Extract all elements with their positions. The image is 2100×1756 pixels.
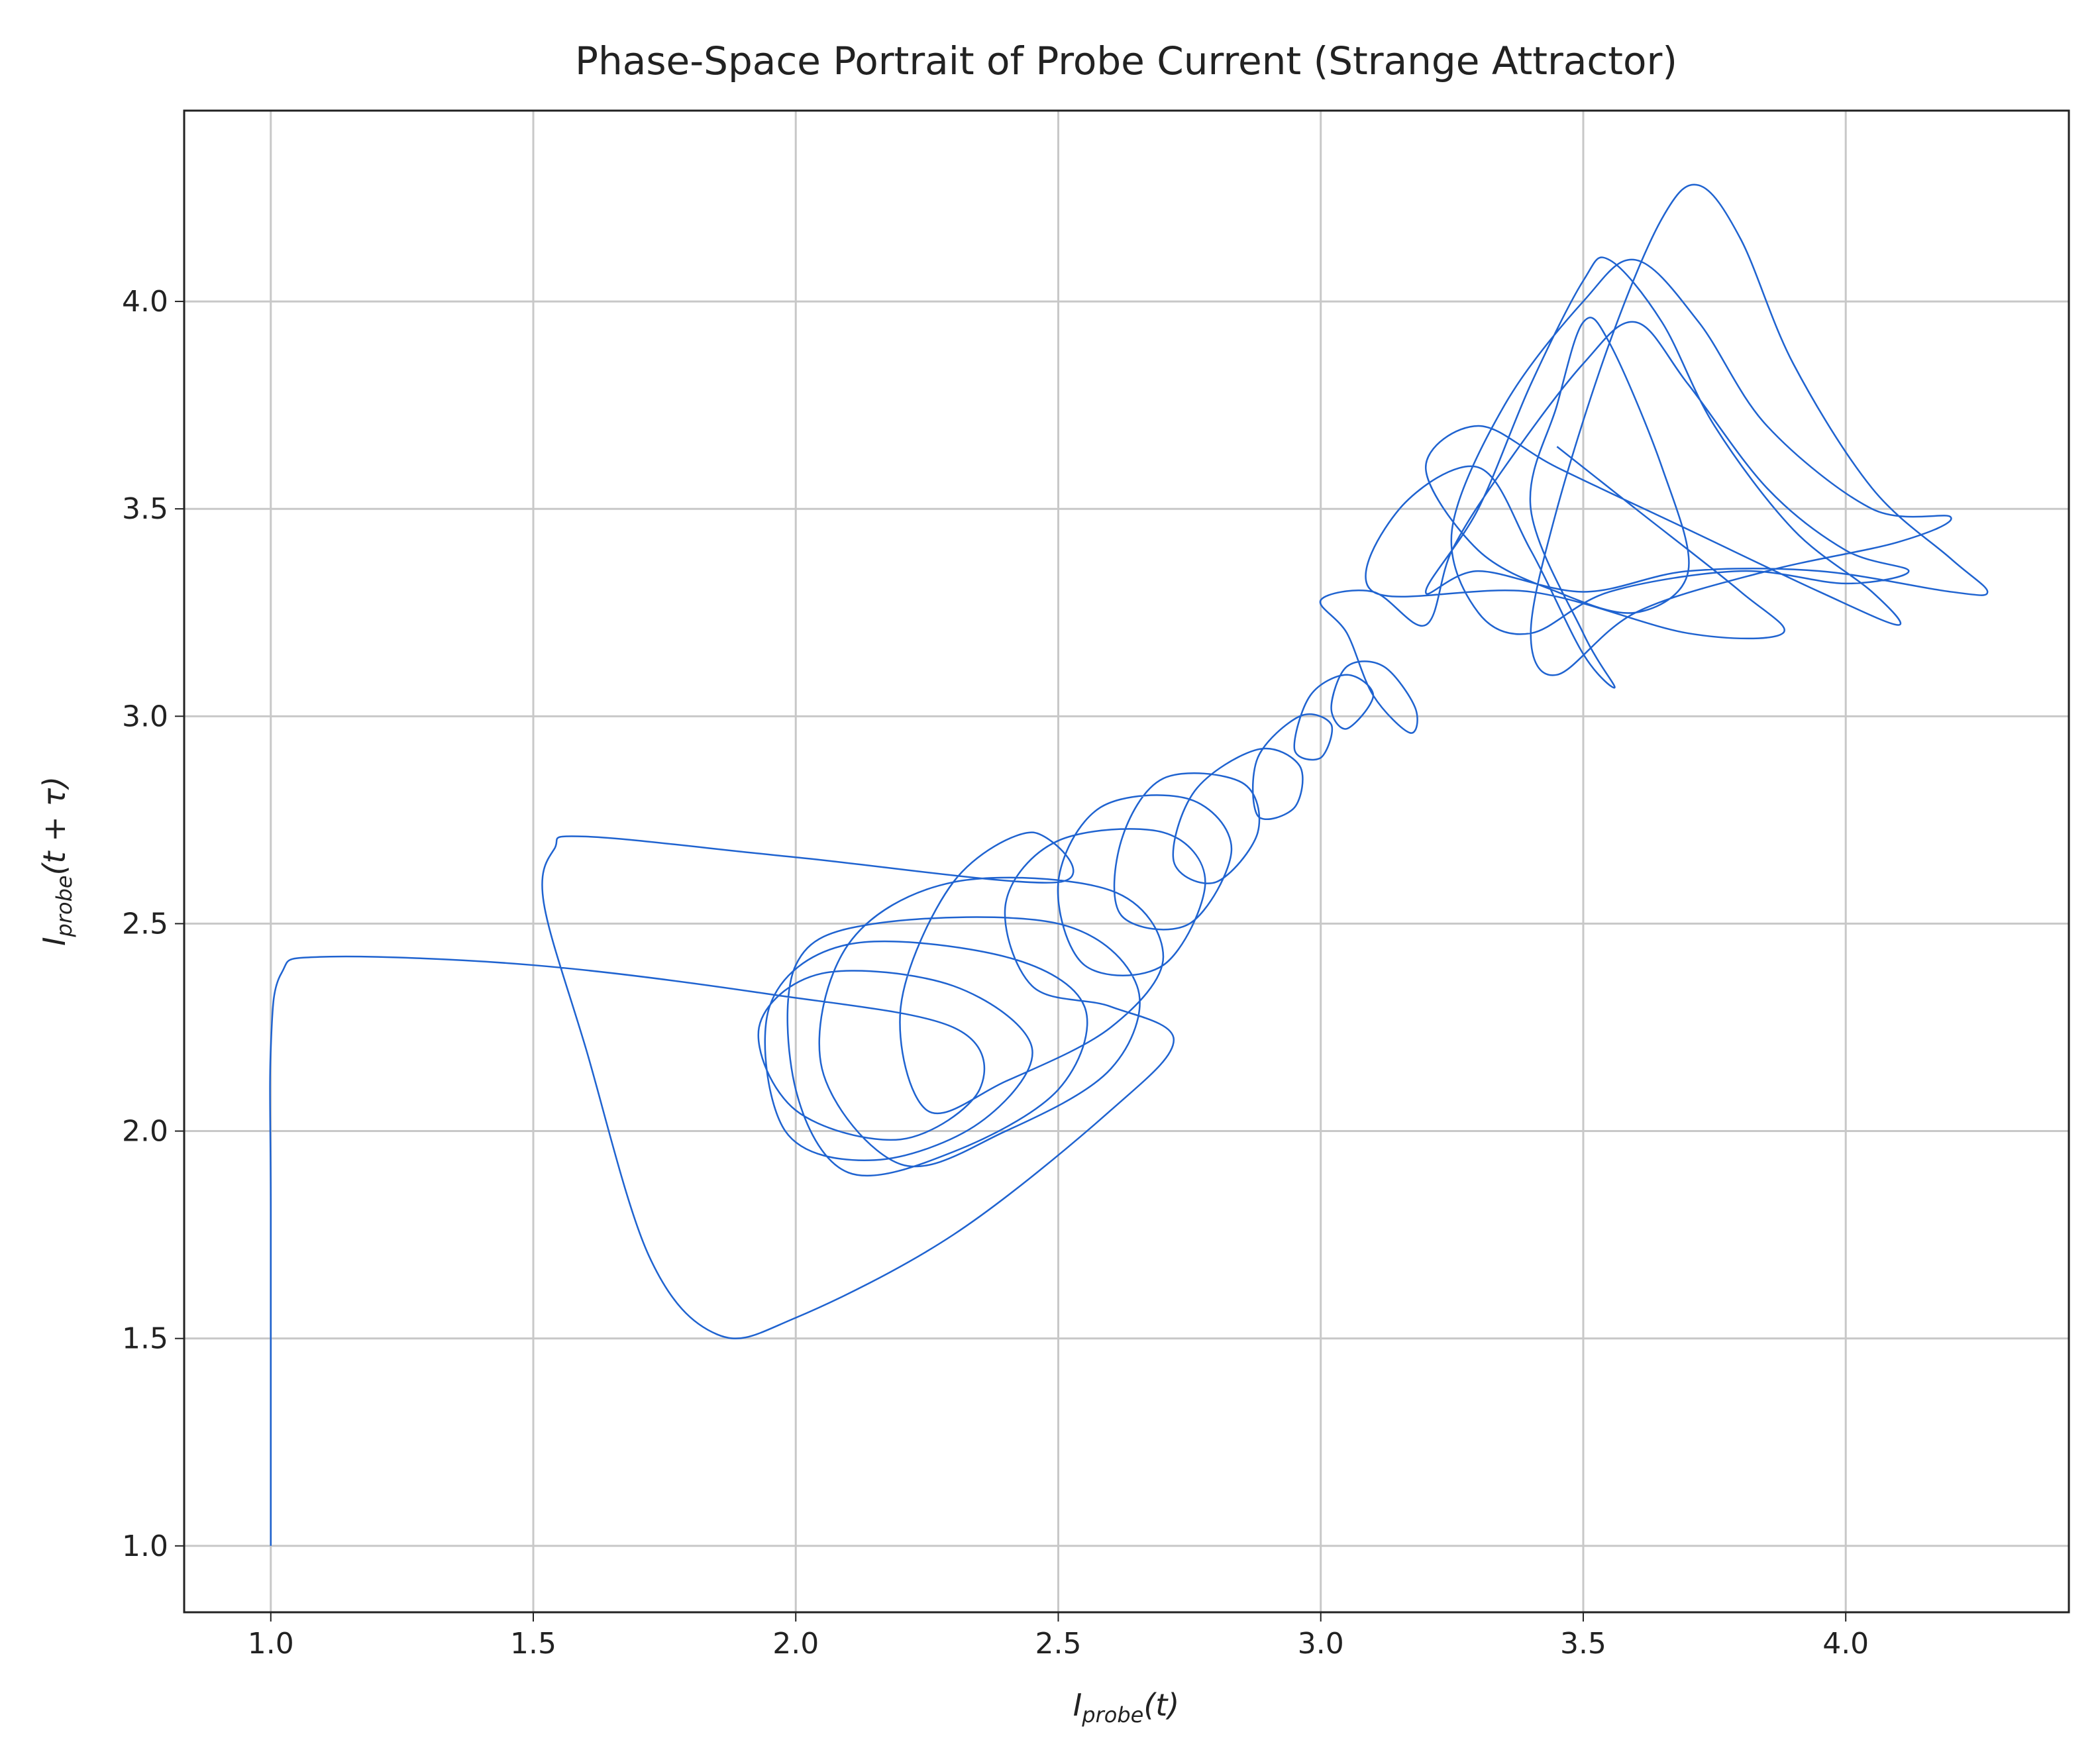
y-tick-label: 1.5 xyxy=(122,1322,168,1356)
x-tick-label: 1.0 xyxy=(248,1627,294,1661)
chart-title: Phase-Space Portrait of Probe Current (S… xyxy=(575,38,1677,83)
y-label-symbol: I xyxy=(36,937,72,946)
x-label-argument: (t) xyxy=(1143,1687,1179,1723)
x-label-subscript: probe xyxy=(1081,1702,1143,1728)
x-axis-label: Iprobe(t) xyxy=(1073,1687,1180,1728)
x-tick-label: 2.0 xyxy=(772,1627,819,1661)
y-axis-label: Iprobe(t + τ) xyxy=(36,776,77,946)
y-tick-label: 3.5 xyxy=(122,492,168,526)
trajectory-line xyxy=(269,183,1989,1546)
y-label-argument: (t + τ) xyxy=(36,776,72,875)
y-tick-label: 2.0 xyxy=(122,1115,168,1149)
x-tick-label: 1.5 xyxy=(510,1627,556,1661)
plot-frame xyxy=(183,109,2070,1614)
y-tick-label: 1.0 xyxy=(122,1529,168,1563)
x-tick-label: 3.0 xyxy=(1298,1627,1344,1661)
x-tick-label: 2.5 xyxy=(1035,1627,1081,1661)
y-label-subscript: probe xyxy=(52,875,77,937)
x-label-symbol: I xyxy=(1073,1687,1082,1723)
y-tick-label: 4.0 xyxy=(122,285,168,319)
y-tick-label: 2.5 xyxy=(122,907,168,941)
y-tick-label: 3.0 xyxy=(122,699,168,733)
x-tick-label: 4.0 xyxy=(1822,1627,1869,1661)
x-tick-label: 3.5 xyxy=(1560,1627,1606,1661)
